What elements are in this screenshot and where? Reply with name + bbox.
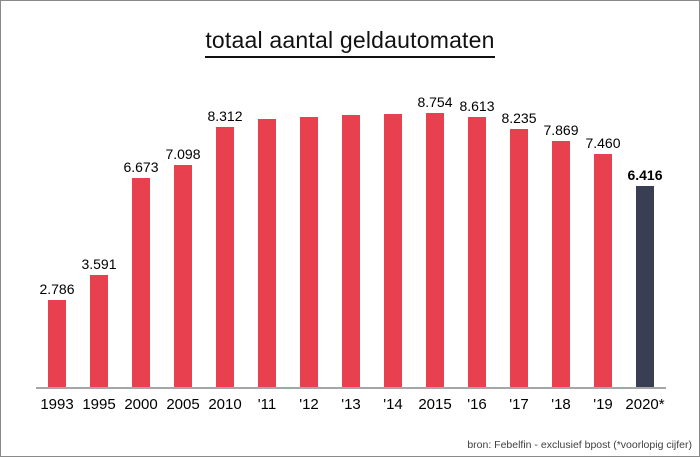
plot-area: 2.786 3.591 6.673 7.098 8.312 8.754: [36, 87, 666, 389]
bar: [468, 117, 486, 387]
bar-chart: 2.786 3.591 6.673 7.098 8.312 8.754: [36, 87, 666, 413]
bar-value-label: 6.673: [123, 159, 159, 175]
bar-value-label: 8.312: [207, 108, 243, 124]
bar: [132, 178, 150, 387]
bar: [48, 300, 66, 387]
x-axis-label: 2005: [166, 396, 200, 413]
bar-value-label: 2.786: [39, 281, 75, 297]
bar: [258, 119, 276, 387]
bar: [594, 154, 612, 387]
x-axis-label: '13: [341, 396, 361, 413]
bar-column: 7.098: [162, 146, 204, 387]
bar: [510, 129, 528, 387]
bar-column: 8.613: [456, 98, 498, 387]
bar-column: 8.235: [498, 110, 540, 387]
bar: [216, 127, 234, 387]
bar-column: [246, 116, 288, 387]
bar-value-label: 7.869: [543, 122, 579, 138]
bar-value-label: 7.460: [585, 135, 621, 151]
bar-value-label: 3.591: [81, 256, 117, 272]
bar: [426, 113, 444, 387]
x-axis-label: 2010: [208, 396, 242, 413]
x-axis-label: '17: [509, 396, 529, 413]
bar-column: 7.869: [540, 122, 582, 387]
bar-value-label: 8.235: [501, 110, 537, 126]
bar-value-label: 8.613: [459, 98, 495, 114]
bar-value-label: 6.416: [627, 167, 663, 183]
bar-column: 8.312: [204, 108, 246, 387]
bar-column: [372, 111, 414, 387]
chart-title: totaal aantal geldautomaten: [205, 27, 495, 58]
bar: [342, 115, 360, 387]
x-axis-label: '14: [383, 396, 403, 413]
x-axis-labels: 1993 1995 2000 2005 2010 '11 '12 '13 '14…: [36, 389, 666, 413]
x-axis-label: '12: [299, 396, 319, 413]
x-axis-label: '16: [467, 396, 487, 413]
x-axis-label: '18: [551, 396, 571, 413]
bar-column: 6.673: [120, 159, 162, 387]
x-axis-label: '11: [257, 396, 277, 413]
bar-column: 6.416: [624, 167, 666, 387]
bar-value-label: 8.754: [417, 94, 453, 110]
bar: [384, 114, 402, 387]
bar-value-label: 7.098: [165, 146, 201, 162]
bar-column: 2.786: [36, 281, 78, 387]
source-note: bron: Febelfin - exclusief bpost (*voorl…: [467, 439, 692, 451]
bar-column: 8.754: [414, 94, 456, 387]
bar: [636, 186, 654, 387]
bar: [174, 165, 192, 387]
x-axis-label: '19: [593, 396, 613, 413]
bar-column: 3.591: [78, 256, 120, 387]
bar: [300, 117, 318, 387]
bar-column: 7.460: [582, 135, 624, 387]
x-axis-label: 2015: [418, 396, 452, 413]
bar: [552, 141, 570, 387]
x-axis-label: 2000: [124, 396, 158, 413]
x-axis-label: 1993: [40, 396, 74, 413]
x-axis-label: 1995: [82, 396, 116, 413]
chart-title-container: totaal aantal geldautomaten: [1, 27, 699, 58]
bar: [90, 275, 108, 387]
bar-column: [330, 112, 372, 387]
bar-column: [288, 114, 330, 387]
x-axis-label: 2020*: [625, 396, 665, 413]
